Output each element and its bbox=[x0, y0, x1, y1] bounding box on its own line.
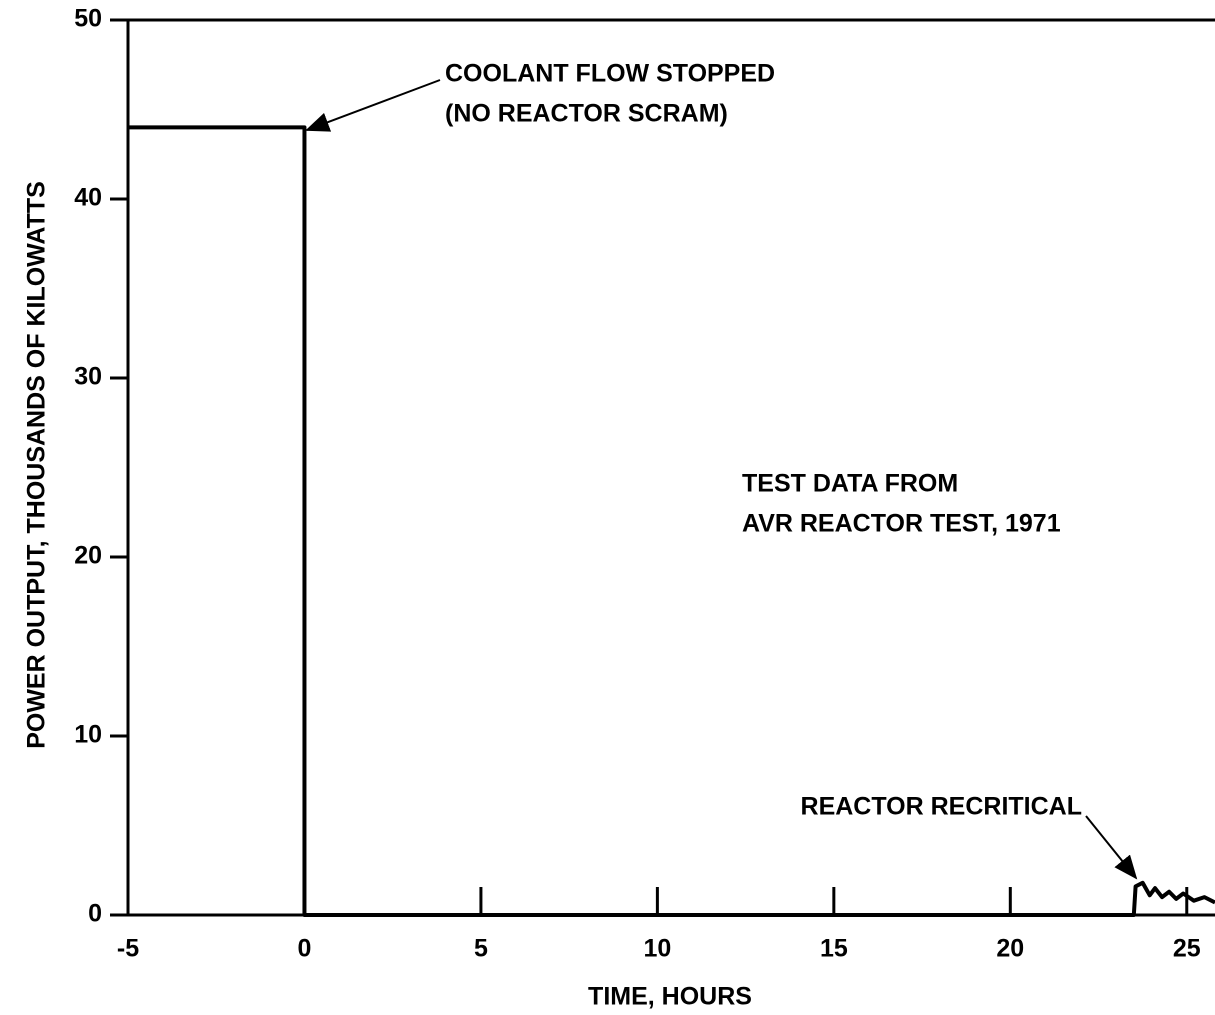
x-tick-label: -5 bbox=[117, 935, 139, 963]
x-axis-label: TIME, HOURS bbox=[588, 983, 752, 1011]
x-tick-label: 0 bbox=[298, 935, 312, 963]
data-line bbox=[128, 125, 1215, 917]
annotation: (NO REACTOR SCRAM) bbox=[445, 100, 728, 128]
y-tick-label: 10 bbox=[74, 721, 102, 749]
x-tick-label: 5 bbox=[474, 935, 488, 963]
x-tick-label: 15 bbox=[820, 935, 848, 963]
y-tick-label: 30 bbox=[74, 363, 102, 391]
x-tick-label: 10 bbox=[643, 935, 671, 963]
x-tick-label: 25 bbox=[1173, 935, 1201, 963]
y-tick-label: 0 bbox=[88, 900, 102, 928]
y-tick-label: 50 bbox=[74, 5, 102, 33]
x-tick-label: 20 bbox=[996, 935, 1024, 963]
annotation-arrow bbox=[305, 79, 441, 132]
y-axis-label: POWER OUTPUT, THOUSANDS OF KILOWATTS bbox=[23, 181, 51, 749]
annotation: AVR REACTOR TEST, 1971 bbox=[742, 510, 1061, 538]
annotation: COOLANT FLOW STOPPED bbox=[445, 60, 775, 88]
y-tick-label: 40 bbox=[74, 184, 102, 212]
annotation: TEST DATA FROM bbox=[742, 470, 958, 498]
annotation-arrow bbox=[1085, 815, 1138, 880]
y-tick-label: 20 bbox=[74, 542, 102, 570]
annotation: REACTOR RECRITICAL bbox=[801, 793, 1082, 821]
